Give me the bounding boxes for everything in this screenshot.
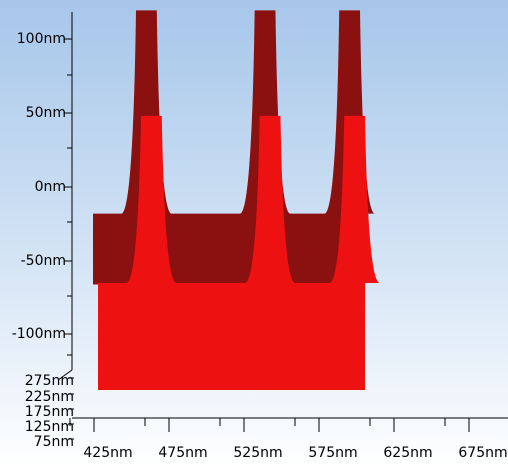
x-tick-label: 625nm	[383, 445, 432, 461]
x-tick-label: 675nm	[458, 445, 507, 461]
x-tick-label: 575nm	[308, 445, 357, 461]
depth-tick-label: 275nm	[25, 373, 74, 389]
x-tick-label: 425nm	[83, 445, 132, 461]
z-tick-label: 0nm	[35, 179, 66, 195]
z-tick-label: 50nm	[26, 105, 66, 121]
x-axis-ticks: 425nm 475nm 525nm 575nm 625nm 675nm	[69, 418, 508, 461]
depth-tick-label: 175nm	[25, 404, 74, 420]
depth-axis-line	[57, 369, 73, 381]
x-tick-label: 475nm	[158, 445, 207, 461]
front-profile-face	[98, 115, 380, 390]
depth-tick-label: 125nm	[25, 419, 74, 435]
z-tick-label: -100nm	[12, 326, 66, 342]
x-tick-label: 525nm	[233, 445, 282, 461]
z-axis-ticks: 100nm 50nm 0nm -50nm -100nm	[12, 31, 72, 356]
z-tick-label: -50nm	[21, 253, 66, 269]
depth-tick-label: 225nm	[25, 389, 74, 405]
front-faces	[98, 115, 380, 390]
z-tick-label: 100nm	[17, 31, 66, 47]
depth-tick-label: 75nm	[34, 434, 74, 450]
